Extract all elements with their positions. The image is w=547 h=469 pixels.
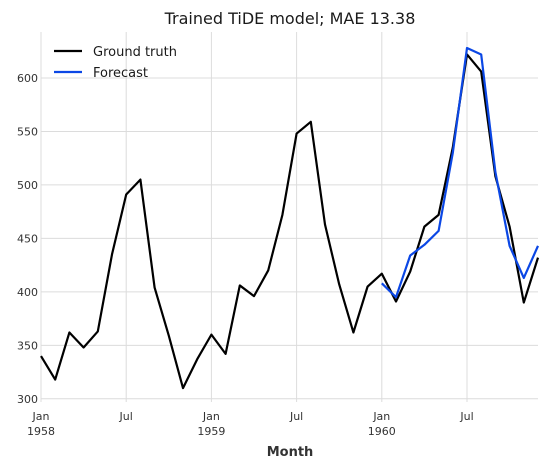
x-tick-label: Jan [32,410,50,423]
x-axis-label: Month [267,445,314,460]
y-axis: 300 350 400 450 500 550 600 [17,72,38,406]
x-tick-label: Jan [202,410,220,423]
y-tick-label: 400 [17,286,38,299]
y-tick-label: 550 [17,125,38,138]
legend-label: Ground truth [93,45,177,60]
x-tick-label: Jul [119,410,133,423]
x-tick-label: Jul [459,410,473,423]
x-tick-label: Jan [372,410,390,423]
y-tick-label: 600 [17,72,38,85]
chart-title: Trained TiDE model; MAE 13.38 [164,9,416,28]
y-tick-label: 500 [17,179,38,192]
legend: Ground truth Forecast [54,45,177,81]
x-tick-label: Jul [289,410,303,423]
x-tick-label: 1958 [27,425,55,438]
x-tick-label: 1959 [197,425,225,438]
x-axis: Jan 1958 Jul Jan 1959 Jul Jan 1960 Jul [27,410,474,438]
series-line-ground-truth [40,53,540,390]
y-tick-label: 450 [17,232,38,245]
y-tick-label: 300 [17,393,38,406]
x-tick-label: 1960 [368,425,396,438]
y-tick-label: 350 [17,339,38,352]
legend-label: Forecast [93,66,148,81]
grid [40,32,538,402]
plot-area [40,46,540,390]
series-line-forecast [381,46,540,299]
